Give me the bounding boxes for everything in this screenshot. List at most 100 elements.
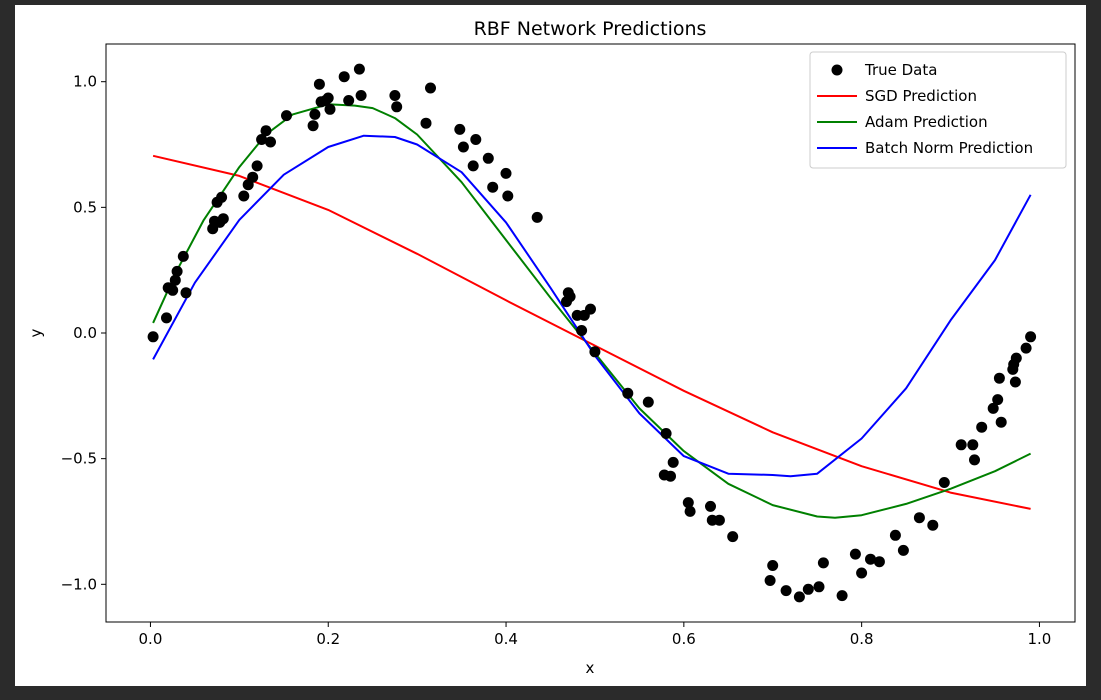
data-point [764,575,776,586]
data-point [836,590,848,602]
data-point [217,213,229,225]
data-point [260,125,272,137]
data-point [169,274,181,286]
data-point [216,191,228,203]
data-point [967,439,979,451]
data-point [856,567,868,579]
data-point [171,265,183,277]
data-point [425,82,436,94]
y-tick-label: −0.5 [61,450,97,468]
legend-box [809,51,1067,169]
data-point [576,325,588,336]
data-point [324,103,336,115]
legend-marker-true-data [831,64,843,76]
data-point [177,250,189,262]
data-point [1009,376,1021,388]
data-point [454,123,466,135]
chart-title: RBF Network Predictions [474,18,707,40]
data-point [793,591,805,603]
data-point [180,287,192,299]
data-point [167,284,179,296]
x-tick-label: 0.6 [672,630,696,648]
x-tick-label: 0.8 [850,630,874,648]
legend: True Data SGD Prediction Adam Prediction… [809,51,1067,169]
y-axis: −1.0 −0.5 0.0 0.5 1.0 [61,73,106,593]
data-point [585,303,596,315]
data-point [1025,331,1037,343]
data-point [913,512,925,524]
legend-label-adam: Adam Prediction [865,113,988,131]
x-tick-label: 0.4 [494,630,518,648]
x-axis-label: x [586,659,595,677]
data-point [992,394,1004,406]
data-point [667,456,679,468]
data-point [482,152,494,164]
data-point [531,211,543,223]
x-tick-label: 0.0 [139,630,163,648]
data-point [353,63,365,75]
data-point [727,531,739,543]
data-point [993,372,1005,384]
data-point [897,544,909,556]
legend-label-sgd: SGD Prediction [865,87,977,105]
data-point [767,560,779,571]
x-tick-label: 1.0 [1028,630,1052,648]
data-point [684,505,696,517]
data-point [987,402,999,414]
data-point [682,497,694,509]
data-point [813,581,825,593]
data-point [976,421,988,433]
data-point [589,346,601,358]
data-point [389,90,401,101]
data-point [247,171,259,183]
data-point [265,136,276,148]
data-point [817,557,829,569]
data-point [161,312,172,324]
data-point [622,387,634,399]
y-tick-label: 0.5 [73,198,97,216]
y-axis-label: y [27,328,45,337]
data-point [849,548,861,560]
data-point [1020,342,1032,354]
data-point [457,141,469,153]
data-point [322,92,334,104]
data-point [343,95,355,106]
data-point [251,160,263,172]
data-point [147,331,159,343]
x-axis: 0.0 0.2 0.4 0.6 0.8 1.0 [139,622,1052,648]
data-point [873,556,885,568]
legend-label-batch-norm: Batch Norm Prediction [865,139,1033,157]
data-point [927,519,939,531]
data-point [713,514,725,526]
data-point [256,134,268,145]
data-point [642,396,654,408]
data-point [995,416,1007,428]
data-point [705,500,716,512]
data-point [865,553,876,565]
data-point [955,439,967,451]
sgd-prediction-line [152,154,1031,510]
data-point [780,585,792,597]
data-point [969,454,980,466]
data-point [500,167,512,179]
data-point [938,477,950,488]
data-point [338,71,350,83]
data-point [307,120,319,132]
data-point [1010,352,1022,364]
data-point [281,110,292,122]
legend-label-true-data: True Data [864,61,937,79]
data-point [665,470,676,482]
data-point [467,160,479,172]
true-data-points [147,63,1037,603]
data-point [502,190,514,202]
data-point [564,291,576,303]
data-point [420,117,432,129]
rbf-chart: RBF Network Predictions 0.0 0.2 0.4 0.6 0.8 1… [27,18,1076,677]
y-tick-label: −1.0 [61,575,97,593]
data-point [391,101,403,113]
y-tick-label: 1.0 [73,73,97,91]
data-point [355,90,367,101]
data-point [487,181,499,193]
data-point [309,108,321,120]
y-tick-label: 0.0 [73,324,97,342]
